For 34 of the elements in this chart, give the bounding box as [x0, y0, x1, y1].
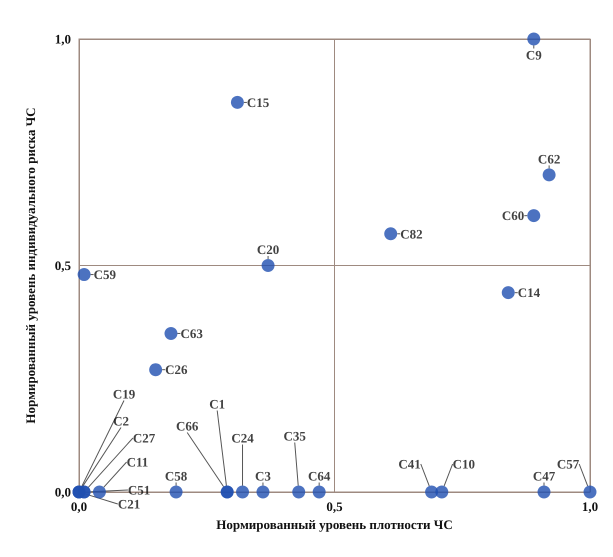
data-label: C58	[164, 468, 188, 484]
data-label: C2	[113, 414, 129, 428]
data-label: C10	[452, 456, 476, 472]
data-label: C1	[209, 396, 226, 412]
data-label: C15	[246, 94, 270, 110]
data-label: C64	[308, 468, 331, 484]
data-label: C63	[180, 326, 204, 341]
data-label: C82	[400, 226, 423, 242]
data-label: C66	[176, 418, 199, 434]
data-label: C21	[118, 496, 140, 512]
data-label: C47	[532, 468, 556, 484]
data-label: C57	[556, 456, 580, 472]
data-label: C3	[255, 468, 272, 484]
data-label: C24	[231, 430, 254, 446]
data-label: C14	[518, 285, 541, 300]
x-tick-label: 0,0	[70, 499, 88, 514]
x-tick-label: 1,0	[582, 499, 598, 514]
y-tick-label: 1,0	[54, 32, 71, 46]
y-tick-label: 0,5	[54, 258, 72, 273]
data-label: C59	[94, 267, 116, 282]
data-label: C35	[284, 428, 306, 444]
data-label: C9	[526, 48, 542, 62]
y-tick-label: 0,0	[54, 484, 71, 500]
data-label: C27	[132, 430, 156, 446]
x-tick-label: 0,5	[326, 499, 344, 514]
data-label: C62	[538, 151, 560, 166]
data-label: C19	[112, 386, 136, 402]
data-label: C20	[256, 242, 280, 257]
y-axis-title: Нормированный уровень индивидуального риска ЧС	[23, 107, 38, 424]
x-axis-title: Нормированный уровень плотности ЧС	[216, 517, 453, 532]
data-label: C60	[502, 208, 524, 224]
data-label: C26	[165, 362, 188, 378]
data-label: C11	[126, 454, 148, 470]
data-label: C41	[398, 456, 421, 472]
